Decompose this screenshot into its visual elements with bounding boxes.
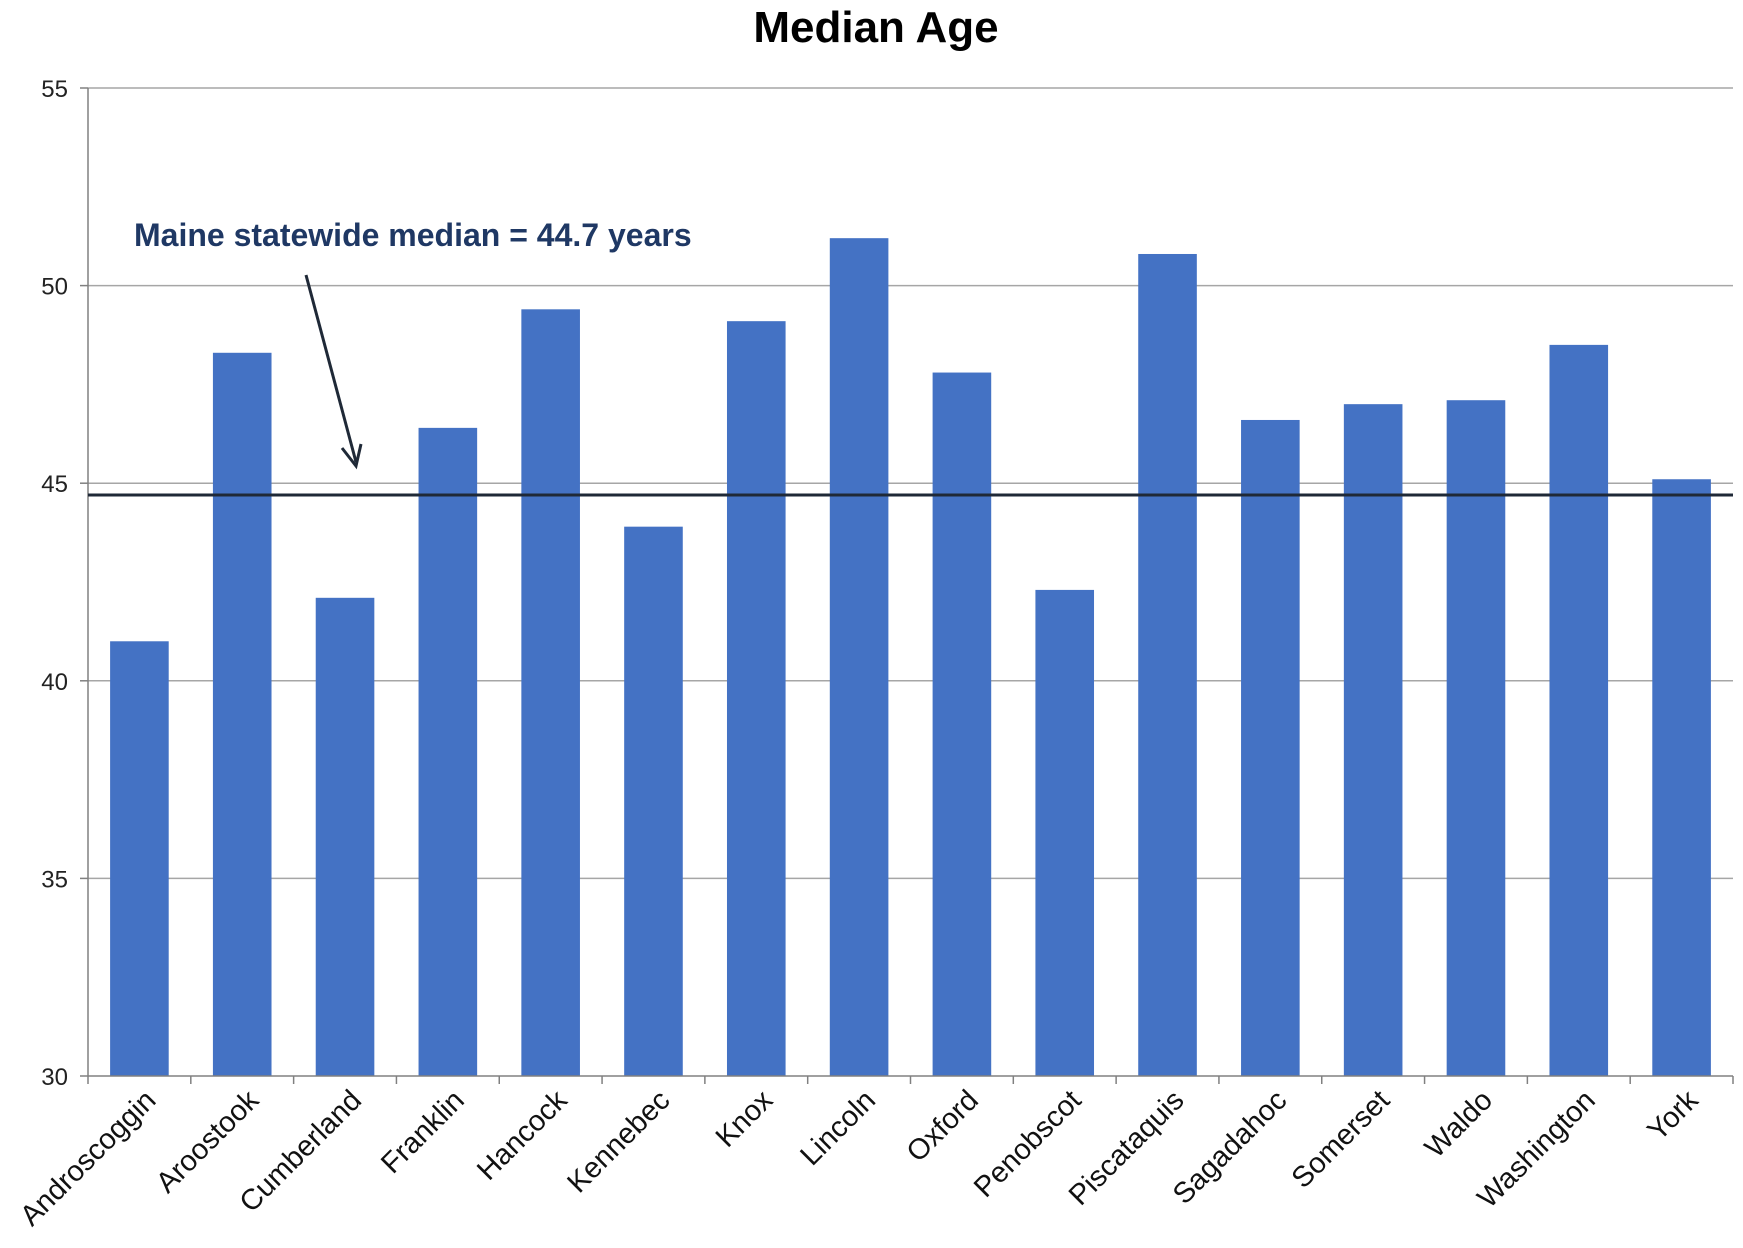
y-tick-label: 50 [41,274,68,301]
bar-cumberland [315,597,375,1076]
bar-lincoln [829,238,889,1076]
y-tick-label: 40 [41,669,68,696]
x-tick-label: Kennebec [561,1084,676,1199]
x-tick-label: York [1642,1084,1705,1147]
annotation-arrow [304,274,358,463]
statewide-median-label: Maine statewide median = 44.7 years [134,217,692,253]
bars [110,238,1711,1077]
x-tick-label: Waldo [1419,1084,1499,1164]
x-tick-label: Somerset [1286,1084,1396,1194]
bar-washington [1549,344,1609,1076]
bar-franklin [418,427,478,1076]
annotation-arrowhead [340,443,363,470]
bar-piscataquis [1138,253,1197,1076]
bar-somerset [1343,404,1403,1076]
y-tick-label: 30 [41,1064,68,1091]
y-tick-label: 45 [41,471,68,498]
bar-knox [726,321,786,1077]
bar-penobscot [1035,589,1095,1076]
bar-sagadahoc [1241,419,1300,1076]
bar-androscoggin [110,641,169,1076]
x-tick-label: Hancock [471,1084,574,1187]
bar-kennebec [624,526,683,1076]
y-tick-label: 35 [41,866,68,893]
bar-aroostook [212,352,272,1076]
y-tick-label: 55 [41,76,68,103]
x-tick-label: Oxford [901,1084,985,1168]
bar-hancock [521,309,580,1076]
annotation: Maine statewide median = 44.7 years [134,217,692,470]
bar-oxford [932,372,992,1076]
y-axis-ticks: 30 35 40 45 50 55 [41,76,88,1091]
chart-title: Median Age [753,3,998,52]
bar-york [1652,479,1711,1076]
x-tick-label: Franklin [375,1084,471,1180]
x-tick-label: Lincoln [794,1084,882,1172]
x-tick-label: Knox [710,1084,780,1154]
x-tick-label: Androscoggin [14,1084,162,1232]
bar-waldo [1446,400,1506,1076]
